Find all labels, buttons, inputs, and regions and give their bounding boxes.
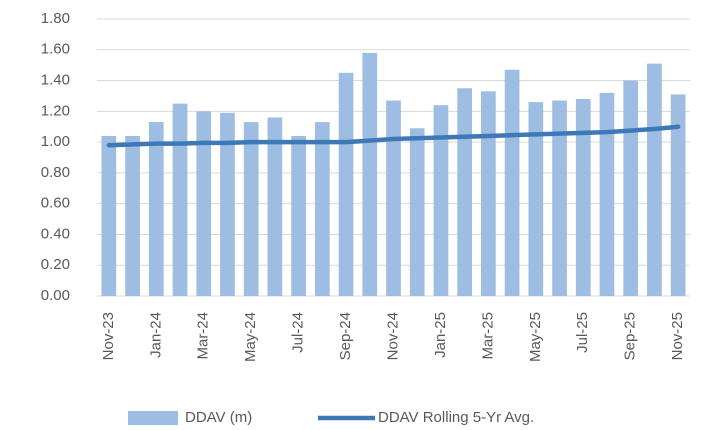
x-tick-label: Jan-25 [432, 312, 449, 358]
bar [314, 122, 330, 296]
bar [670, 94, 686, 297]
bar [243, 122, 259, 296]
x-tick-label: Sep-24 [337, 312, 354, 360]
x-tick-label: May-24 [242, 312, 259, 362]
bar [552, 100, 567, 296]
x-tick-label: Nov-24 [384, 312, 401, 360]
x-tick-label: Jul-24 [290, 312, 307, 353]
bar [220, 112, 235, 296]
y-tick-label: 1.60 [41, 41, 70, 58]
bar [599, 92, 615, 296]
y-tick-label: 1.40 [41, 72, 70, 89]
y-tick-label: 0.00 [41, 287, 70, 304]
y-tick-label: 0.40 [41, 225, 70, 242]
bar [267, 117, 283, 296]
y-tick-label: 0.20 [41, 256, 70, 273]
bar [504, 69, 520, 297]
y-tick-label: 0.60 [41, 195, 70, 212]
bar [647, 63, 662, 296]
legend-label: DDAV (m) [185, 409, 252, 426]
bar [196, 111, 212, 296]
x-tick-label: Jul-25 [574, 312, 591, 353]
bar [481, 91, 496, 296]
bar [172, 103, 188, 296]
bar [433, 105, 449, 296]
bar [528, 102, 544, 296]
line [106, 124, 681, 148]
bar [338, 72, 354, 296]
bar [457, 88, 473, 296]
bar [386, 100, 401, 296]
y-tick-label: 1.20 [41, 102, 70, 119]
bar [148, 122, 164, 296]
y-tick-label: 1.80 [41, 10, 70, 27]
x-tick-label: Jan-24 [147, 312, 164, 358]
bar [362, 52, 378, 296]
legend-label: DDAV Rolling 5-Yr Avg. [378, 409, 534, 426]
legend-swatch [128, 411, 178, 425]
bar [409, 128, 425, 296]
bar [623, 80, 639, 296]
bar [101, 135, 117, 296]
bar [291, 135, 306, 296]
x-tick-label: Nov-23 [100, 312, 117, 360]
x-tick-label: May-25 [527, 312, 544, 362]
bar [125, 135, 140, 296]
x-tick-label: Sep-25 [622, 312, 639, 360]
x-tick-label: Mar-24 [195, 312, 212, 360]
bar [575, 99, 591, 297]
x-tick-label: Mar-25 [479, 312, 496, 360]
y-tick-label: 1.00 [41, 133, 70, 150]
y-tick-label: 0.80 [41, 164, 70, 181]
x-tick-label: Nov-25 [669, 312, 686, 360]
